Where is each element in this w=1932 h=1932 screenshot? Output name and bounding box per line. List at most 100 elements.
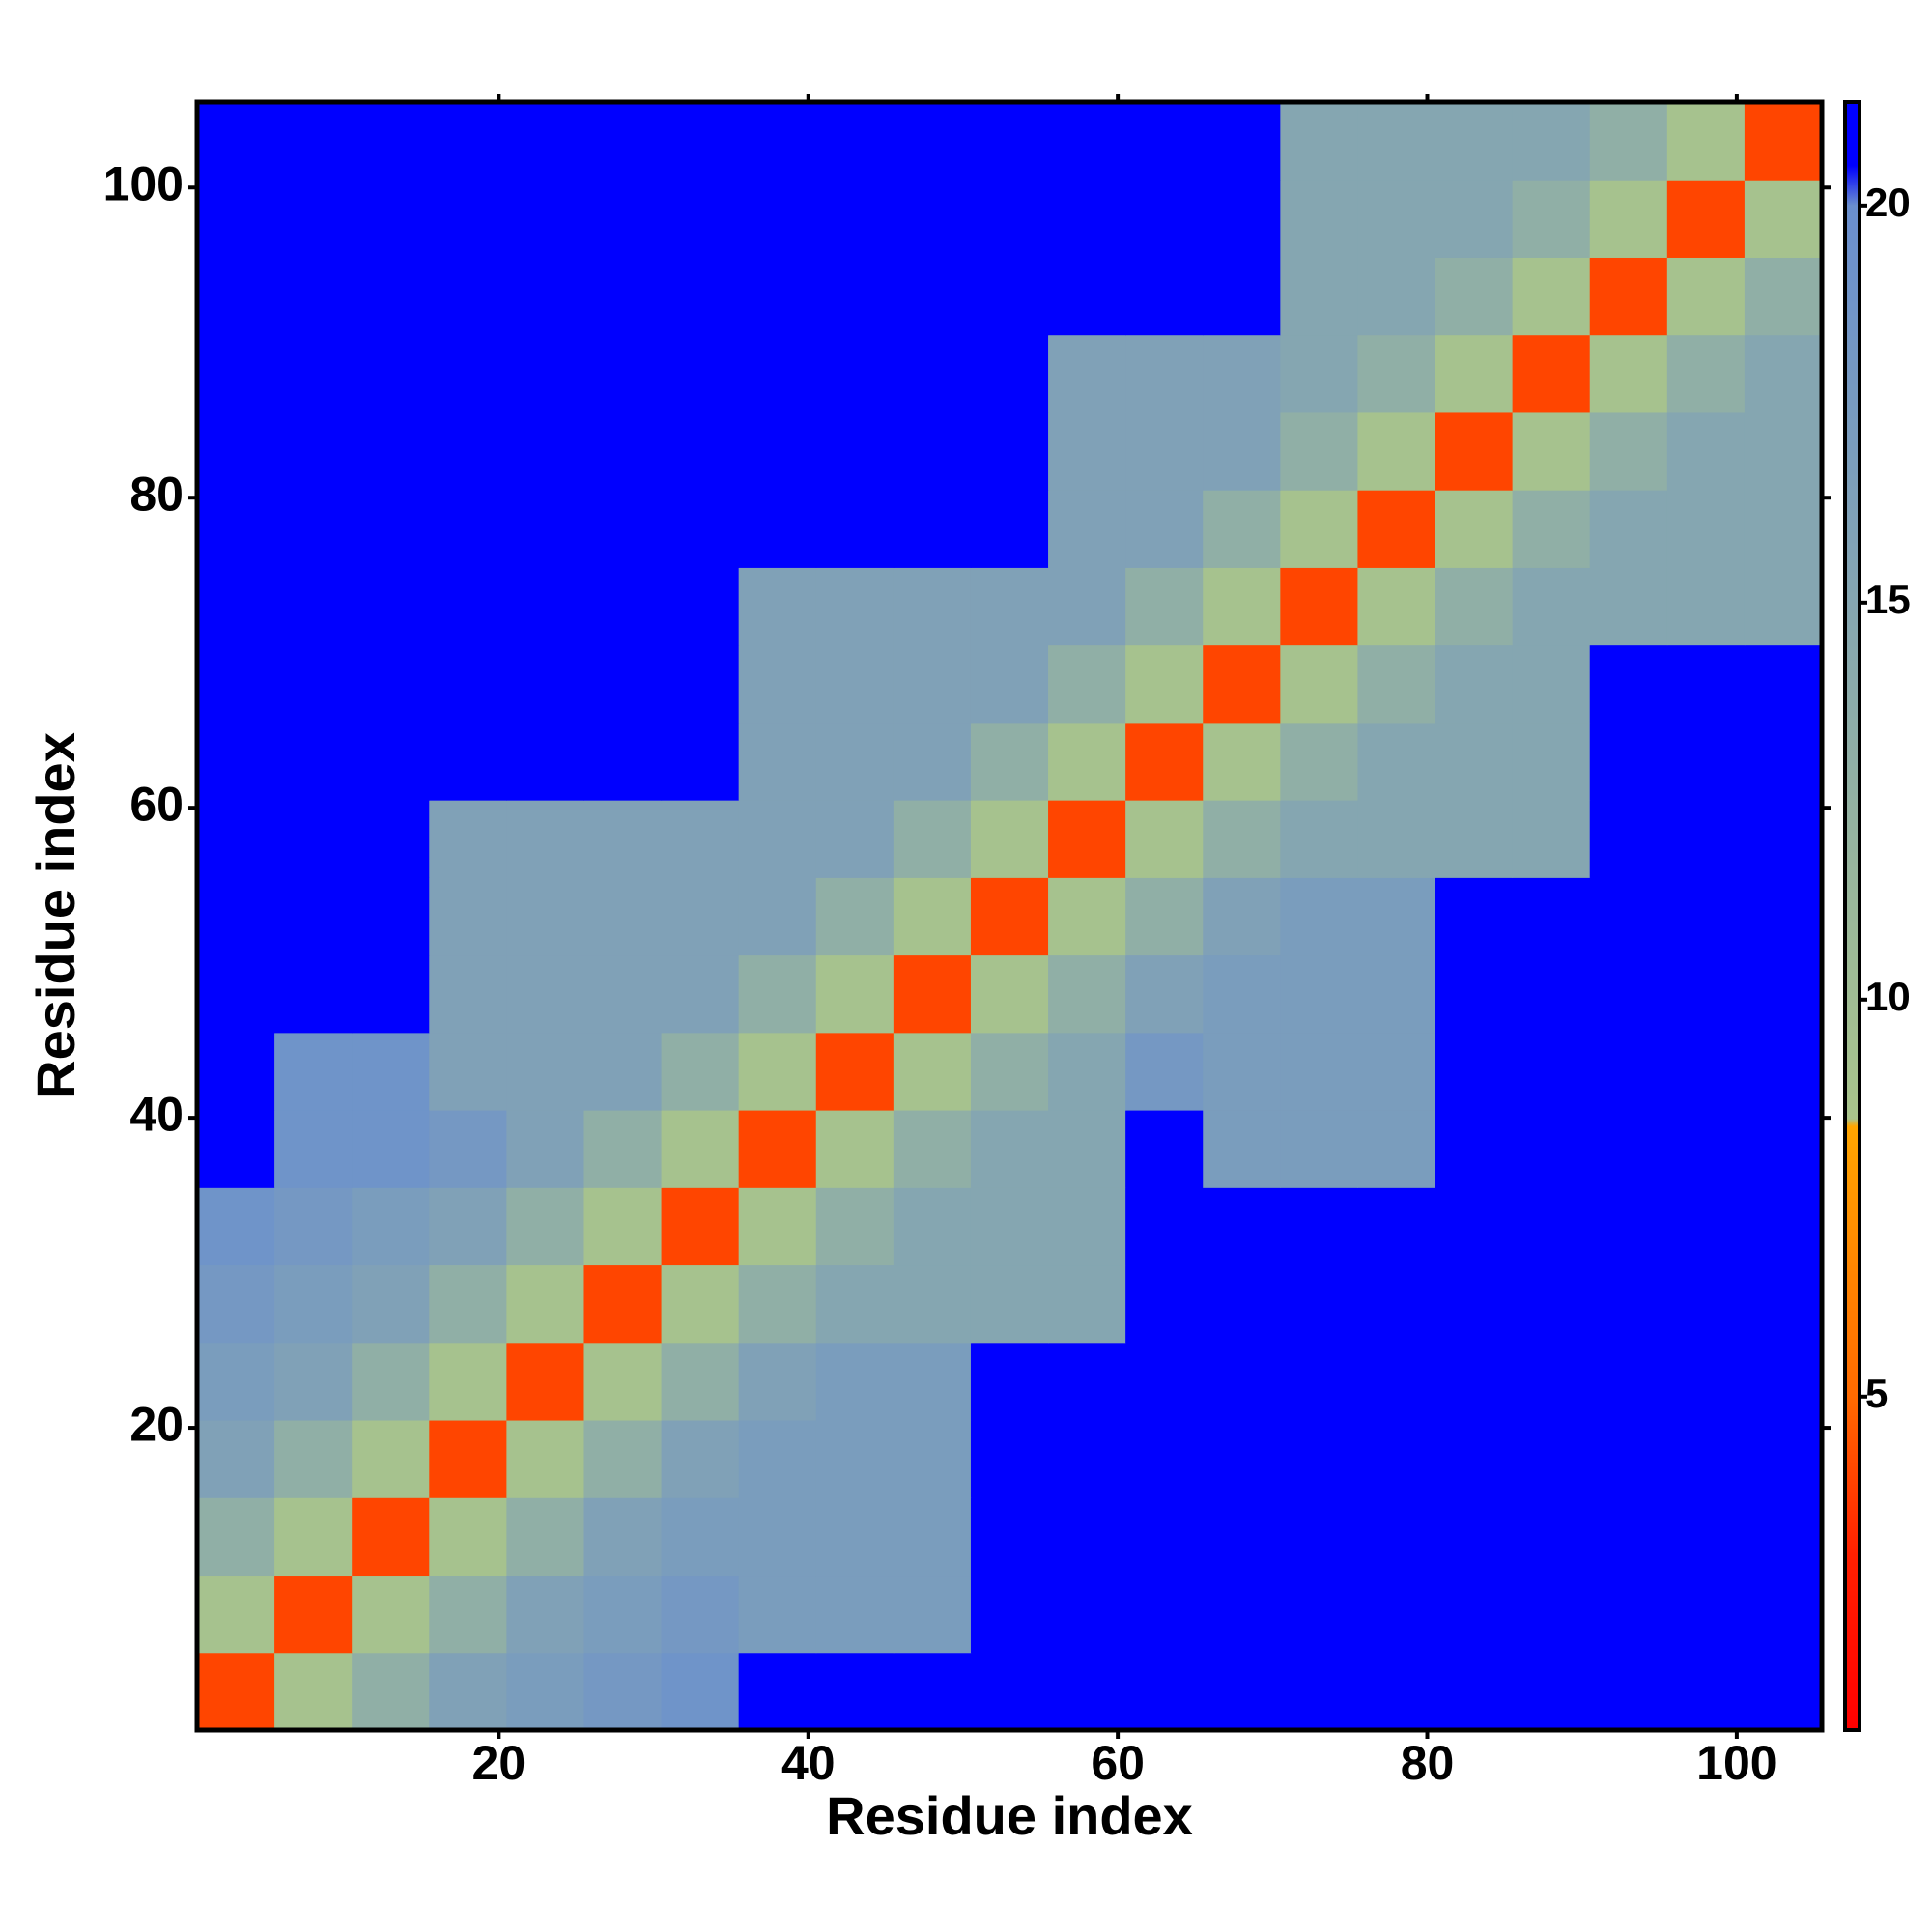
heatmap-cell xyxy=(197,722,275,801)
heatmap-cell xyxy=(1589,800,1668,878)
heatmap-cell xyxy=(506,722,584,801)
heatmap-cell xyxy=(893,1652,972,1731)
heatmap-cell xyxy=(1744,1187,1823,1266)
heatmap-cell xyxy=(583,1110,663,1188)
heatmap-cell xyxy=(1203,800,1281,878)
heatmap-cell xyxy=(274,954,353,1034)
heatmap-cell xyxy=(583,722,663,801)
heatmap-cell xyxy=(1125,412,1204,491)
heatmap-cell xyxy=(1744,567,1823,646)
heatmap-cell xyxy=(429,722,507,801)
heatmap-cell xyxy=(1435,722,1514,801)
heatmap-cell xyxy=(1512,567,1591,646)
heatmap-cell xyxy=(1744,1420,1823,1498)
heatmap-cell xyxy=(274,1342,353,1421)
heatmap-cell xyxy=(352,1575,430,1654)
heatmap-cell xyxy=(893,1420,972,1498)
heatmap-cell xyxy=(583,1032,663,1111)
heatmap-cell xyxy=(1589,644,1668,724)
heatmap-cell xyxy=(1512,1652,1591,1731)
heatmap-cell xyxy=(1666,1342,1746,1421)
heatmap-cell xyxy=(1280,1110,1358,1188)
heatmap-cell xyxy=(1203,412,1281,491)
heatmap-cell xyxy=(197,1652,275,1731)
heatmap-cell xyxy=(970,1110,1049,1188)
heatmap-cell xyxy=(429,954,507,1034)
heatmap-cell xyxy=(1357,1497,1436,1577)
heatmap-cell xyxy=(661,567,740,646)
heatmap-cell xyxy=(893,1187,972,1266)
heatmap-cell xyxy=(1280,800,1358,878)
heatmap-cell xyxy=(1666,644,1746,724)
heatmap-cell xyxy=(815,1420,895,1498)
heatmap-cell xyxy=(970,567,1049,646)
heatmap-cell xyxy=(1280,490,1358,568)
heatmap-cell xyxy=(506,1420,584,1498)
heatmap-cell xyxy=(1512,1110,1591,1188)
heatmap-cell xyxy=(1048,180,1126,258)
heatmap-cell xyxy=(1666,1264,1746,1344)
heatmap-cell xyxy=(815,1652,895,1731)
heatmap-cell xyxy=(970,102,1049,181)
heatmap-cell xyxy=(1357,180,1436,258)
heatmap-cell xyxy=(1589,1575,1668,1654)
heatmap-cell xyxy=(738,1110,817,1188)
heatmap-cell xyxy=(1666,722,1746,801)
heatmap-cell xyxy=(970,412,1049,491)
heatmap-cell xyxy=(429,567,507,646)
heatmap-cell xyxy=(1125,954,1204,1034)
heatmap-cell xyxy=(1357,954,1436,1034)
colorbar xyxy=(1843,100,1861,1732)
heatmap-cell xyxy=(1744,644,1823,724)
heatmap-cell xyxy=(352,1110,430,1188)
heatmap-cell xyxy=(1357,800,1436,878)
heatmap-cell xyxy=(970,334,1049,413)
heatmap-cell xyxy=(1125,1110,1204,1188)
heatmap-cell xyxy=(1435,102,1514,181)
heatmap-cell xyxy=(1589,722,1668,801)
heatmap-cell xyxy=(274,180,353,258)
heatmap-cell xyxy=(429,180,507,258)
heatmap-cell xyxy=(1435,334,1514,413)
heatmap-cell xyxy=(1357,1187,1436,1266)
heatmap-cell xyxy=(1048,1342,1126,1421)
heatmap-cell xyxy=(1203,334,1281,413)
heatmap-cell xyxy=(970,1652,1049,1731)
heatmap-cell xyxy=(738,800,817,878)
heatmap-cell xyxy=(1589,334,1668,413)
heatmap-cell xyxy=(1512,1420,1591,1498)
heatmap-cell xyxy=(970,1264,1049,1344)
heatmap-cell xyxy=(661,1497,740,1577)
heatmap-cell xyxy=(1744,1652,1823,1731)
heatmap-cell xyxy=(352,257,430,336)
heatmap-cell xyxy=(893,490,972,568)
heatmap-cell xyxy=(429,1264,507,1344)
heatmap-cell xyxy=(1435,877,1514,956)
heatmap-cell xyxy=(970,257,1049,336)
heatmap-cell xyxy=(1203,490,1281,568)
heatmap-cell xyxy=(352,722,430,801)
heatmap-cell xyxy=(352,180,430,258)
heatmap-cell xyxy=(583,257,663,336)
heatmap-cell xyxy=(1280,1264,1358,1344)
heatmap-cell xyxy=(1203,180,1281,258)
heatmap-cell xyxy=(815,257,895,336)
heatmap-cell xyxy=(1203,644,1281,724)
heatmap-cell xyxy=(1357,1420,1436,1498)
heatmap-cell xyxy=(1512,1575,1591,1654)
heatmap-cell xyxy=(1512,722,1591,801)
heatmap-cell xyxy=(1744,1342,1823,1421)
heatmap-cell xyxy=(583,954,663,1034)
heatmap-cell xyxy=(893,180,972,258)
heatmap-cell xyxy=(661,412,740,491)
heatmap-cell xyxy=(815,1187,895,1266)
heatmap-cell xyxy=(1435,1110,1514,1188)
heatmap-cell xyxy=(352,1187,430,1266)
heatmap-cell xyxy=(1048,490,1126,568)
heatmap-cell xyxy=(1280,1187,1358,1266)
heatmap-cell xyxy=(352,412,430,491)
heatmap-cell xyxy=(583,1342,663,1421)
heatmap-cell xyxy=(1280,1497,1358,1577)
heatmap-cell xyxy=(1512,1187,1591,1266)
